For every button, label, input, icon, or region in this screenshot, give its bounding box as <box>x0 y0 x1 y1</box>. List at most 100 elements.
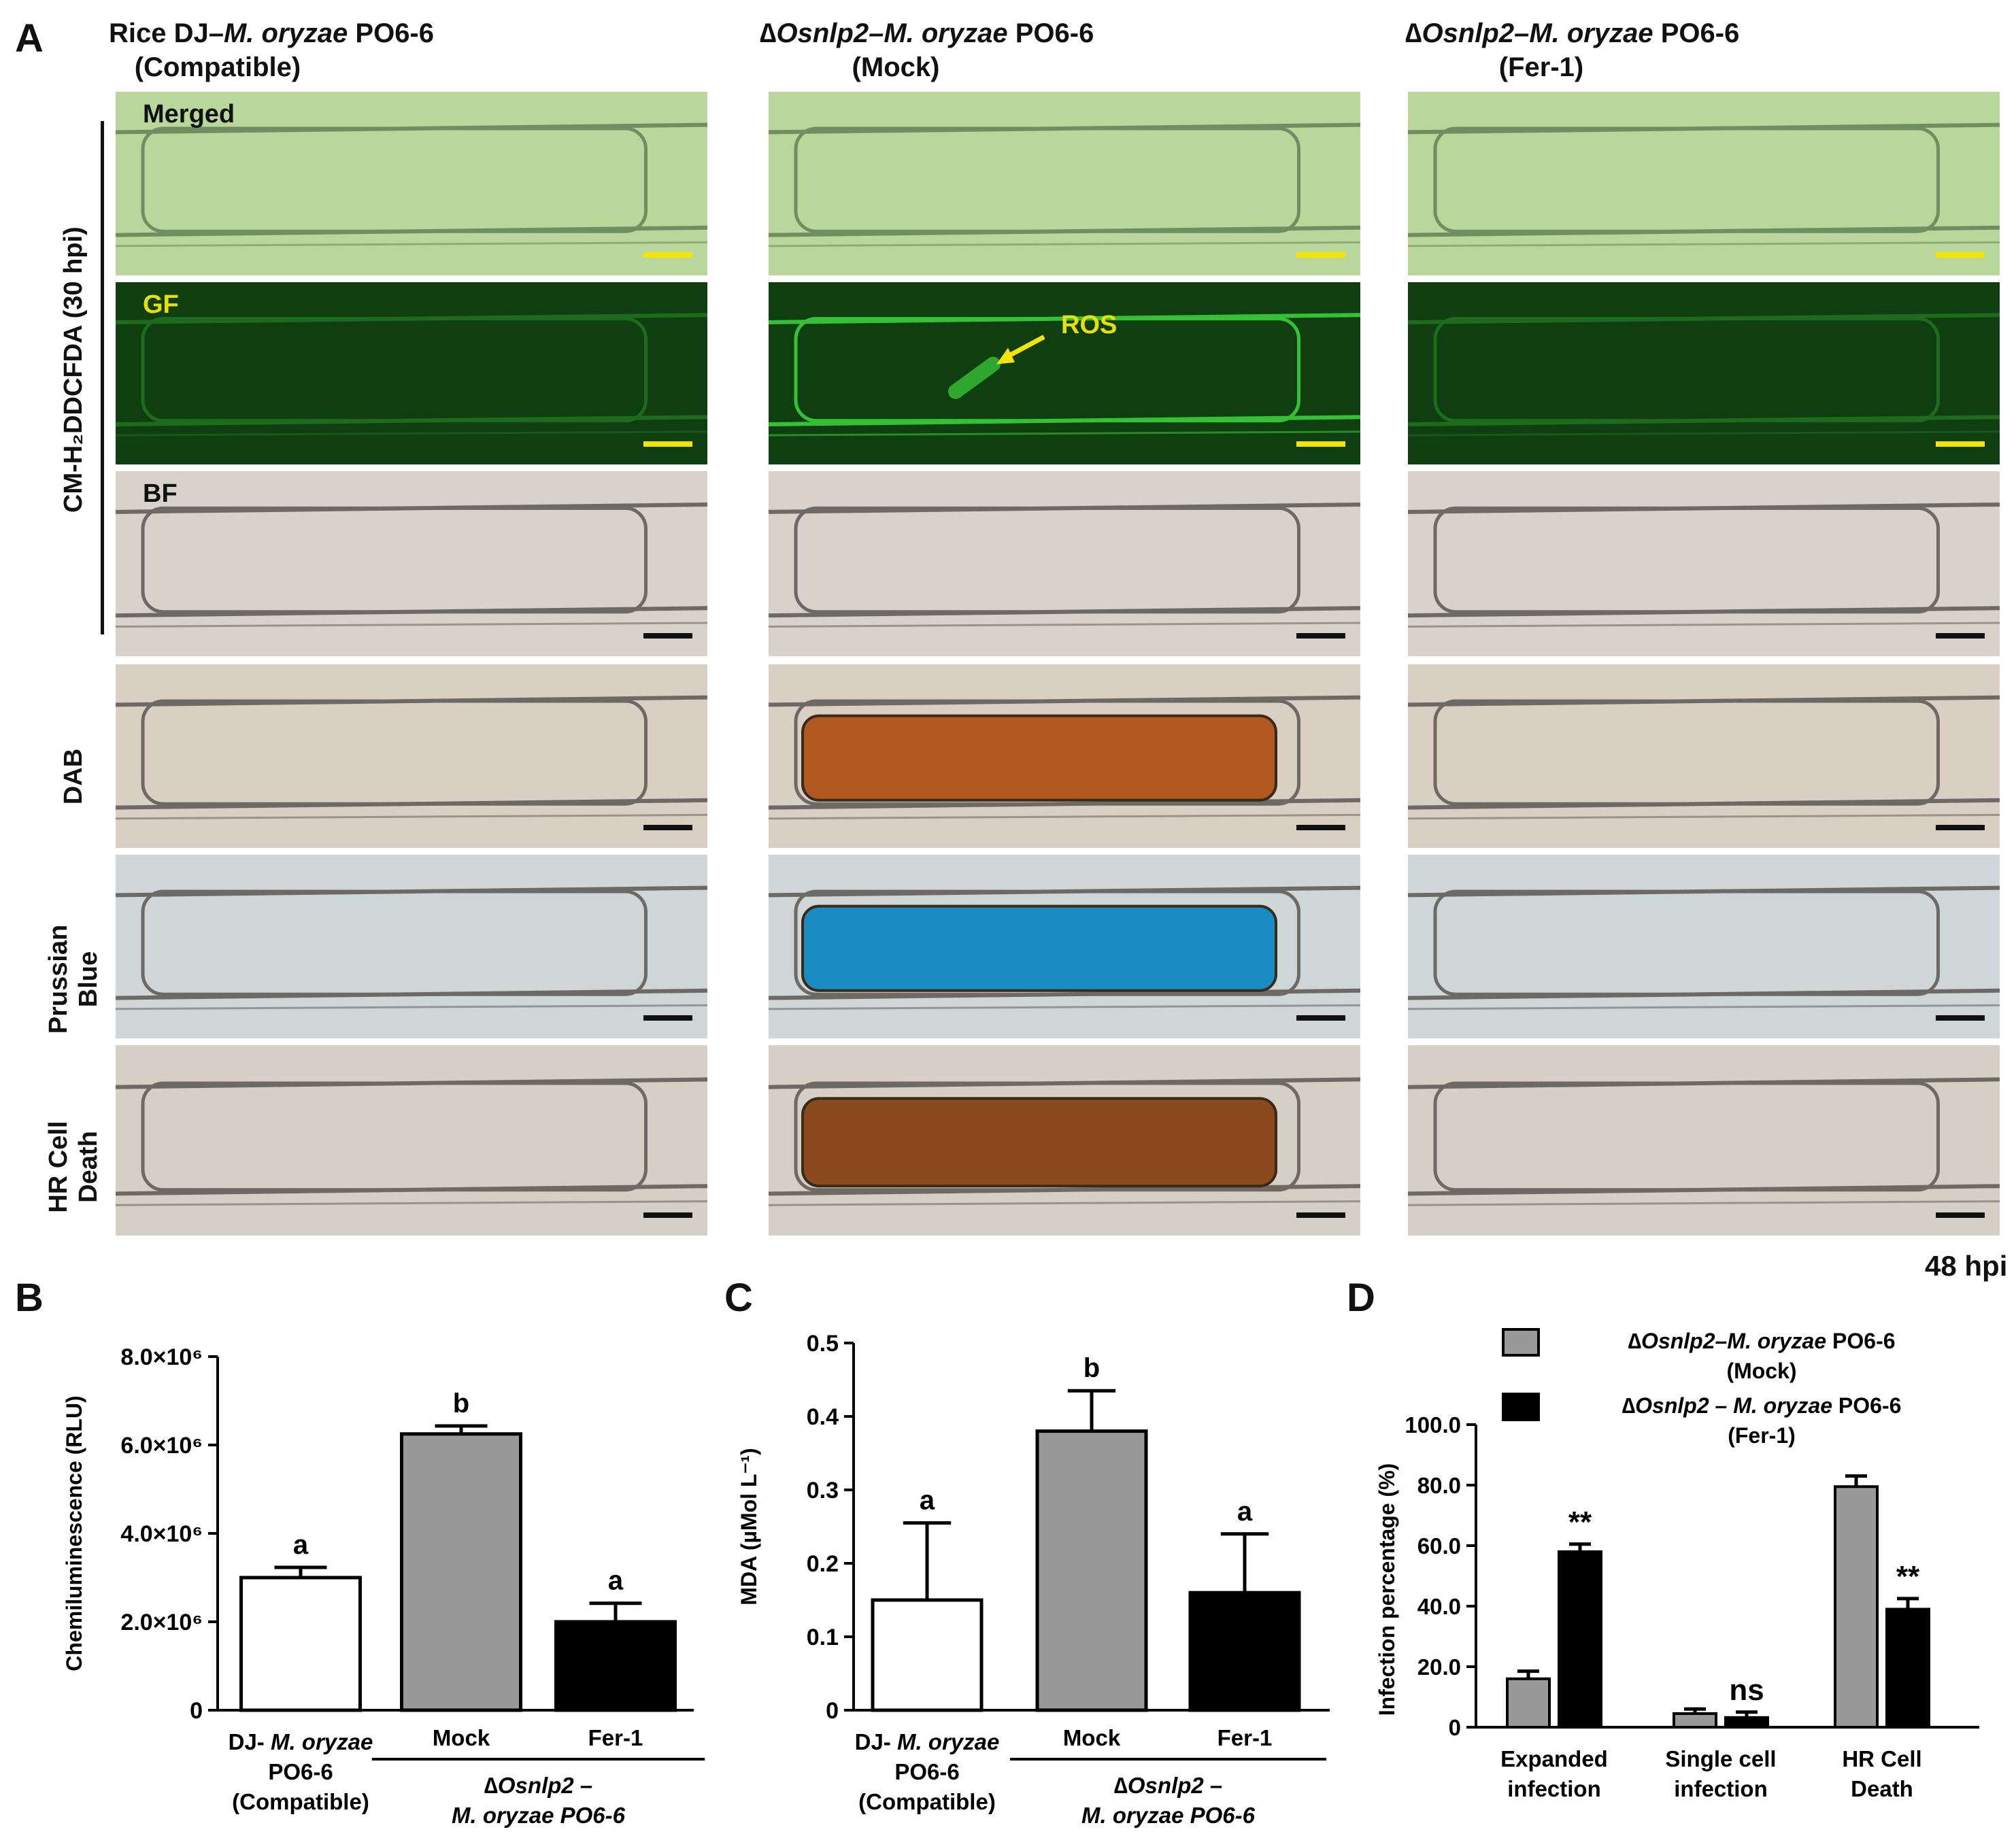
y-tick-label: 0.1 <box>807 1625 839 1650</box>
x-group-label-line1: ∆Osnlp2 – <box>484 1773 593 1798</box>
scale-bar <box>643 1015 692 1021</box>
cell-outline-hr-col1 <box>116 1077 707 1206</box>
significance-mark: ** <box>1896 1560 1920 1593</box>
significance-mark: ns <box>1729 1673 1764 1707</box>
scale-bar <box>1296 1015 1345 1021</box>
micrograph-merged-col3 <box>1408 92 2000 275</box>
significance-letter: a <box>293 1530 309 1560</box>
significance-letter: a <box>1237 1497 1253 1527</box>
ros-hypha <box>948 356 1001 399</box>
scale-bar <box>1296 633 1345 639</box>
micrograph-prussian-col3 <box>1408 855 2000 1038</box>
x-label-compatible-line2: PO6-6 <box>894 1759 959 1784</box>
micrograph-prussian-col1 <box>116 855 707 1038</box>
y-axis-label: MDA (µMol L⁻¹) <box>737 1448 761 1605</box>
micrograph-gf-col3 <box>1408 282 2000 464</box>
scale-bar <box>643 252 692 258</box>
bar-series2-cat1 <box>1558 1550 1602 1729</box>
stained-cell-prussian <box>801 904 1277 992</box>
cell-outline-bf-col1 <box>116 502 707 628</box>
bar-2 <box>400 1432 522 1712</box>
bar-2 <box>1035 1429 1148 1712</box>
significance-letter: a <box>608 1566 624 1596</box>
cell-outline-prussian-col2 <box>769 885 1360 1010</box>
x-category-label: Expanded <box>1500 1746 1608 1771</box>
x-label-fer1: Fer-1 <box>1217 1725 1273 1750</box>
scale-bar <box>643 1212 692 1218</box>
cell-outline-gf-col2 <box>769 313 1360 437</box>
cell-outline-gf-col1 <box>116 313 707 437</box>
bar-1 <box>239 1576 362 1712</box>
cell-outline-gf-col3 <box>1408 313 2000 437</box>
overlay-label-ros: ROS <box>1061 311 1118 339</box>
cell-outline-bf-col2 <box>769 502 1360 628</box>
y-tick-label: 0 <box>1449 1715 1461 1740</box>
y-tick-label: 0 <box>826 1698 839 1724</box>
micrograph-dab-col3 <box>1408 664 2000 848</box>
micrograph-hr-col3 <box>1408 1045 2000 1236</box>
column-title-mock: ∆Osnlp2–M. oryzae PO6-6 (Mock) <box>760 18 1094 82</box>
cell-outline-hr-col2 <box>769 1077 1360 1206</box>
scale-bar <box>1936 1015 1985 1021</box>
chart-d-infection: 0 20.0 40.0 60.0 80.0 100.0 Infection percenta… <box>1375 1328 1979 1801</box>
y-tick-label: 0 <box>190 1698 203 1724</box>
row-label-dab: DAB <box>59 748 88 805</box>
cell-outline-prussian-col1 <box>116 885 707 1010</box>
y-tick-label: 0.2 <box>807 1551 839 1577</box>
cell-outline-dab-col1 <box>116 695 707 820</box>
time-label-48hpi: 48 hpi <box>1925 1250 2008 1282</box>
bar-series1-cat3 <box>1834 1485 1879 1729</box>
bar-series2-cat2 <box>1724 1716 1769 1729</box>
micrograph-bf-col2 <box>769 471 1360 656</box>
micrograph-dab-col2 <box>769 664 1360 848</box>
x-label-mock: Mock <box>1063 1725 1121 1750</box>
y-tick-label: 6.0×10⁶ <box>120 1433 203 1459</box>
column-title-compatible: Rice DJ–M. oryzae PO6-6 (Compatible) <box>109 18 434 82</box>
micrograph-bf-col3 <box>1408 471 2000 656</box>
scale-bar <box>1936 252 1985 258</box>
overlay-label-bf: BF <box>143 479 178 508</box>
x-category-label: infection <box>1507 1776 1601 1801</box>
x-category-label: Single cell <box>1665 1746 1776 1771</box>
bar-series1-cat2 <box>1673 1712 1717 1729</box>
scale-bar <box>1936 825 1985 830</box>
scale-bar <box>1936 1212 1985 1218</box>
overlay-label-gf: GF <box>143 290 179 319</box>
panel-b-letter: B <box>15 1276 44 1320</box>
x-label-compatible-line3: (Compatible) <box>858 1789 996 1814</box>
chart-c-mda: 0 0.1 0.2 0.3 0.4 0.5 MDA (µMol L⁻¹) a b a DJ- M. … <box>737 1331 1330 1828</box>
row-label-cm-h2ddcfda: CM-H₂DDCFDA (30 hpi) <box>59 226 88 513</box>
significance-mark: ** <box>1568 1506 1592 1539</box>
scale-bar <box>1936 633 1985 639</box>
legend-label-2: ∆Osnlp2 – M. oryzae PO6-6 <box>1622 1393 1902 1418</box>
row-label-hr-cell-death: HR Cell Death <box>44 1121 103 1213</box>
micrograph-merged-col2 <box>769 92 1360 275</box>
chart-b-chemiluminescence: 0 2.0×10⁶ 4.0×10⁶ 6.0×10⁶ 8.0×10⁶ Chemilumine… <box>62 1344 705 1828</box>
micrograph-merged-col1: Merged <box>116 92 707 275</box>
y-tick-label: 100.0 <box>1405 1412 1461 1438</box>
overlay-label-merged: Merged <box>143 100 235 129</box>
micrograph-dab-col1 <box>116 664 707 848</box>
significance-letter: b <box>1083 1353 1100 1383</box>
y-axis-label: Infection percentage (%) <box>1375 1463 1399 1716</box>
x-label-compatible-line2: PO6-6 <box>268 1759 333 1784</box>
stained-cell-hr <box>801 1097 1277 1188</box>
significance-letter: b <box>453 1389 469 1418</box>
y-tick-label: 60.0 <box>1417 1533 1461 1559</box>
x-label-compatible: DJ- M. oryzae <box>229 1729 373 1754</box>
cell-outline-merged-col1 <box>116 122 707 248</box>
legend-label-2-line2: (Fer-1) <box>1728 1423 1796 1448</box>
y-tick-label: 0.4 <box>807 1404 839 1430</box>
ros-arrow-head <box>996 347 1015 364</box>
x-group-label-line2: M. oryzae PO6-6 <box>1081 1803 1256 1828</box>
scale-bar <box>1936 441 1985 447</box>
y-tick-label: 0.5 <box>807 1331 839 1357</box>
x-label-fer1: Fer-1 <box>588 1725 643 1750</box>
scale-bar <box>1296 825 1345 830</box>
x-category-label: HR Cell <box>1842 1746 1921 1771</box>
stained-cell-dab <box>801 714 1277 802</box>
column-title-fer1: ∆Osnlp2–M. oryzae PO6-6 (Fer-1) <box>1405 18 1740 82</box>
cell-outline-bf-col3 <box>1408 502 2000 628</box>
x-label-compatible-line3: (Compatible) <box>232 1789 369 1814</box>
bar-3 <box>554 1620 677 1712</box>
